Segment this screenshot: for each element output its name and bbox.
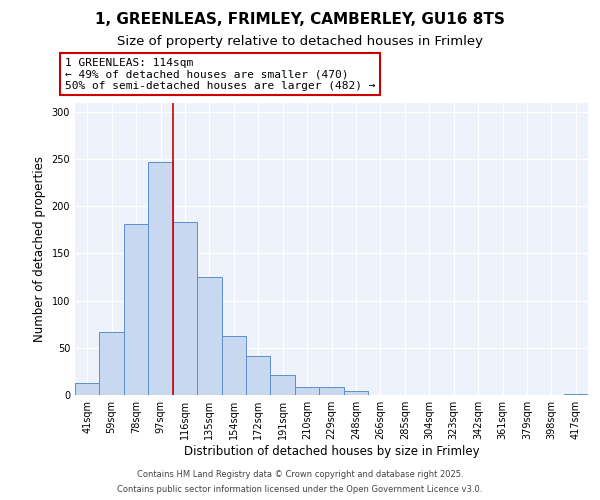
Bar — [100, 332, 124, 395]
Bar — [319, 386, 344, 395]
Bar — [563, 394, 588, 395]
Bar — [246, 356, 271, 395]
Text: Contains HM Land Registry data © Crown copyright and database right 2025.: Contains HM Land Registry data © Crown c… — [137, 470, 463, 479]
Text: 1, GREENLEAS, FRIMLEY, CAMBERLEY, GU16 8TS: 1, GREENLEAS, FRIMLEY, CAMBERLEY, GU16 8… — [95, 12, 505, 28]
Text: 1 GREENLEAS: 114sqm
← 49% of detached houses are smaller (470)
50% of semi-detac: 1 GREENLEAS: 114sqm ← 49% of detached ho… — [65, 58, 376, 90]
Bar — [124, 224, 148, 395]
X-axis label: Distribution of detached houses by size in Frimley: Distribution of detached houses by size … — [184, 445, 479, 458]
Bar — [295, 386, 319, 395]
Bar — [148, 162, 173, 395]
Bar — [221, 336, 246, 395]
Bar — [271, 375, 295, 395]
Bar — [344, 391, 368, 395]
Y-axis label: Number of detached properties: Number of detached properties — [33, 156, 46, 342]
Bar — [173, 222, 197, 395]
Text: Contains public sector information licensed under the Open Government Licence v3: Contains public sector information licen… — [118, 485, 482, 494]
Bar — [197, 277, 221, 395]
Text: Size of property relative to detached houses in Frimley: Size of property relative to detached ho… — [117, 35, 483, 48]
Bar — [75, 382, 100, 395]
